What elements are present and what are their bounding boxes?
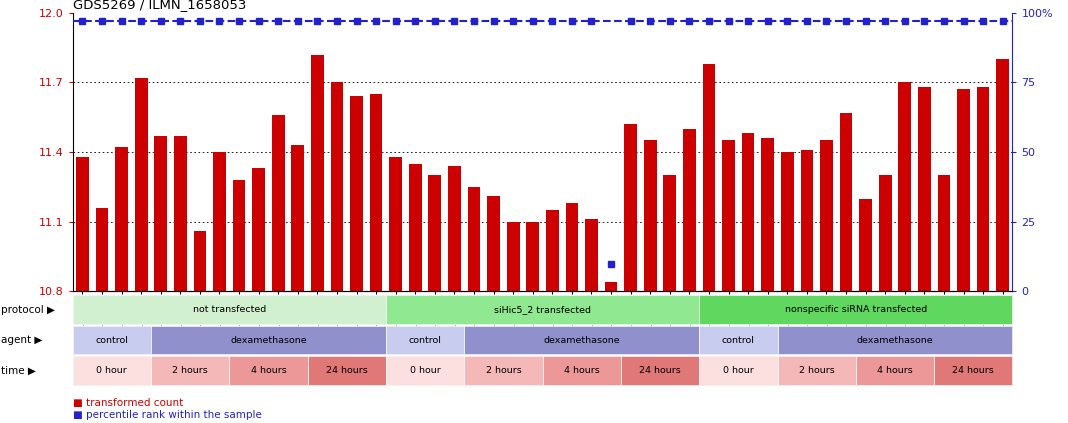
Text: 24 hours: 24 hours (326, 366, 367, 375)
Text: ■ transformed count: ■ transformed count (73, 398, 183, 408)
Bar (449, 166, 460, 291)
Text: time ▶: time ▶ (1, 365, 36, 376)
Bar (311, 55, 324, 291)
Bar (409, 164, 422, 291)
Text: not transfected: not transfected (192, 305, 266, 314)
Bar (174, 136, 187, 291)
Text: 2 hours: 2 hours (799, 366, 834, 375)
Text: 0 hour: 0 hour (723, 366, 754, 375)
Text: dexamethasone: dexamethasone (857, 335, 933, 345)
Text: 4 hours: 4 hours (564, 366, 599, 375)
Bar (761, 138, 774, 291)
Bar (331, 82, 343, 291)
Text: 24 hours: 24 hours (639, 366, 681, 375)
Text: control: control (95, 335, 128, 345)
Bar (781, 152, 794, 291)
Bar (684, 129, 695, 291)
Bar (722, 140, 735, 291)
Bar (820, 140, 833, 291)
Bar (214, 152, 225, 291)
Bar (428, 175, 441, 291)
Bar (801, 150, 813, 291)
Bar (390, 157, 402, 291)
Bar (938, 175, 951, 291)
Bar (703, 64, 716, 291)
Bar (879, 175, 892, 291)
Bar (957, 89, 970, 291)
Text: agent ▶: agent ▶ (1, 335, 43, 345)
Bar (115, 148, 128, 291)
Bar (292, 145, 304, 291)
Text: 24 hours: 24 hours (953, 366, 994, 375)
Text: protocol ▶: protocol ▶ (1, 305, 56, 315)
Bar (860, 198, 871, 291)
Bar (233, 180, 246, 291)
Text: 2 hours: 2 hours (172, 366, 208, 375)
Bar (585, 220, 598, 291)
Text: dexamethasone: dexamethasone (544, 335, 621, 345)
Text: 2 hours: 2 hours (486, 366, 521, 375)
Bar (76, 157, 89, 291)
Bar (977, 87, 989, 291)
Text: ■ percentile rank within the sample: ■ percentile rank within the sample (73, 410, 262, 420)
Bar (898, 82, 911, 291)
Text: 4 hours: 4 hours (251, 366, 286, 375)
Bar (487, 196, 500, 291)
Bar (350, 96, 363, 291)
Bar (604, 282, 617, 291)
Text: control: control (409, 335, 441, 345)
Bar (839, 113, 852, 291)
Bar (252, 168, 265, 291)
Bar (644, 140, 657, 291)
Text: control: control (722, 335, 755, 345)
Bar (193, 231, 206, 291)
Text: GDS5269 / ILMN_1658053: GDS5269 / ILMN_1658053 (73, 0, 246, 11)
Bar (135, 78, 147, 291)
Bar (566, 203, 578, 291)
Text: siHic5_2 transfected: siHic5_2 transfected (494, 305, 591, 314)
Bar (507, 222, 519, 291)
Bar (546, 210, 559, 291)
Text: 0 hour: 0 hour (410, 366, 440, 375)
Text: dexamethasone: dexamethasone (230, 335, 307, 345)
Bar (370, 94, 382, 291)
Bar (96, 208, 108, 291)
Bar (272, 115, 284, 291)
Bar (742, 134, 754, 291)
Bar (155, 136, 167, 291)
Bar (918, 87, 930, 291)
Bar (625, 124, 637, 291)
Text: 4 hours: 4 hours (877, 366, 913, 375)
Bar (527, 222, 539, 291)
Bar (996, 59, 1009, 291)
Text: nonspecific siRNA transfected: nonspecific siRNA transfected (785, 305, 927, 314)
Bar (468, 187, 481, 291)
Bar (663, 175, 676, 291)
Text: 0 hour: 0 hour (96, 366, 127, 375)
